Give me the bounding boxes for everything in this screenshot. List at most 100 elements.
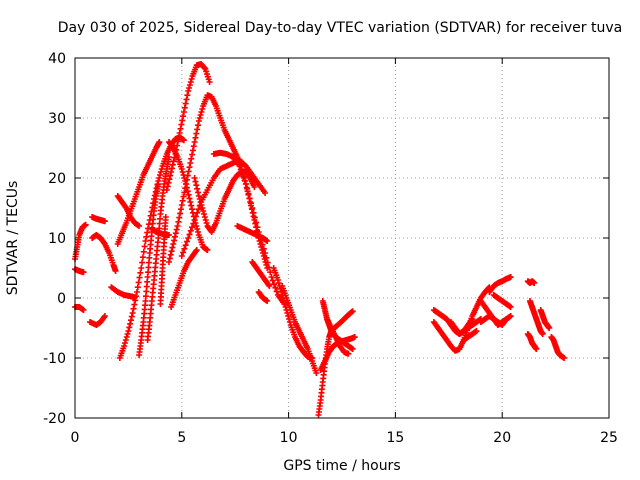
data-point (177, 125, 184, 132)
data-point (349, 308, 356, 315)
data-point (189, 224, 196, 231)
data-point (236, 163, 243, 169)
series-arc-ao (524, 331, 540, 352)
data-point (180, 172, 187, 178)
data-point (244, 185, 251, 192)
data-points (72, 61, 568, 418)
data-point (165, 179, 172, 186)
series-arc-n (157, 214, 169, 307)
data-point (268, 274, 275, 280)
data-point (191, 217, 198, 223)
data-point (188, 155, 195, 162)
data-point (198, 109, 205, 115)
data-point (82, 221, 89, 228)
series-arc-q (165, 139, 211, 253)
data-point (262, 190, 269, 196)
data-point (127, 320, 134, 327)
data-point (171, 237, 178, 244)
data-point (132, 297, 139, 304)
data-point (193, 130, 200, 137)
data-point (121, 343, 128, 349)
data-point (254, 224, 261, 231)
data-point (168, 248, 175, 255)
data-point (194, 126, 201, 133)
data-point (163, 187, 170, 193)
data-point (169, 244, 176, 251)
data-point (184, 188, 191, 195)
series-arc-an (526, 298, 546, 337)
data-point (162, 214, 169, 220)
data-point (176, 214, 183, 221)
data-point (181, 104, 188, 111)
data-point (197, 199, 204, 205)
data-point (101, 313, 108, 319)
grid-lines (75, 58, 609, 418)
data-point (191, 139, 198, 145)
data-point (533, 346, 540, 352)
data-point (345, 350, 352, 357)
data-point (128, 313, 135, 320)
data-point (185, 168, 192, 175)
data-point (133, 289, 140, 295)
data-point (169, 161, 176, 168)
data-point (178, 253, 185, 259)
data-point (561, 355, 568, 361)
data-point (194, 226, 201, 232)
data-point (183, 96, 190, 103)
data-point (121, 340, 128, 346)
data-point (192, 213, 199, 220)
data-point (141, 243, 148, 250)
data-point (195, 118, 202, 124)
data-point (187, 160, 194, 166)
data-point (189, 151, 196, 158)
data-point (200, 208, 207, 214)
data-point (248, 200, 255, 207)
data-point (143, 233, 150, 240)
data-point (180, 193, 187, 200)
data-point (126, 324, 133, 331)
data-point (546, 325, 553, 331)
data-point (80, 269, 87, 276)
data-point (272, 284, 279, 291)
data-point (182, 178, 189, 184)
data-point (281, 301, 288, 307)
data-point (168, 165, 175, 172)
y-tick-label: 40 (48, 51, 66, 67)
x-tick-label: 0 (71, 430, 80, 446)
data-point (178, 121, 185, 128)
x-axis-label: GPS time / hours (283, 458, 400, 474)
data-point (186, 85, 193, 91)
series-arc-j (114, 193, 143, 229)
data-point (271, 281, 278, 288)
data-point (157, 172, 164, 178)
series-arc-ap (537, 307, 553, 331)
series-arc-v (234, 223, 271, 244)
data-point (136, 223, 143, 229)
data-point (177, 206, 184, 213)
series-arc-am (524, 278, 538, 286)
data-point (351, 334, 358, 340)
series-arc-ad (324, 316, 352, 357)
series-arc-z (279, 283, 320, 376)
data-point (186, 195, 193, 202)
data-point (313, 370, 320, 376)
data-point (166, 255, 173, 262)
data-point (206, 79, 213, 85)
data-point (253, 219, 260, 226)
data-point (507, 313, 514, 319)
data-point (166, 176, 173, 183)
data-point (180, 249, 187, 256)
plot-frame (74, 57, 610, 419)
data-point (165, 154, 172, 160)
data-point (201, 211, 208, 217)
data-point (263, 254, 270, 261)
data-point (191, 175, 198, 181)
data-point (190, 220, 197, 227)
y-tick-label: -10 (43, 351, 66, 367)
y-tick-label: -20 (43, 411, 66, 427)
data-point (531, 280, 538, 286)
data-point (130, 305, 137, 312)
series-arc-g (108, 284, 138, 301)
data-point (170, 241, 177, 247)
